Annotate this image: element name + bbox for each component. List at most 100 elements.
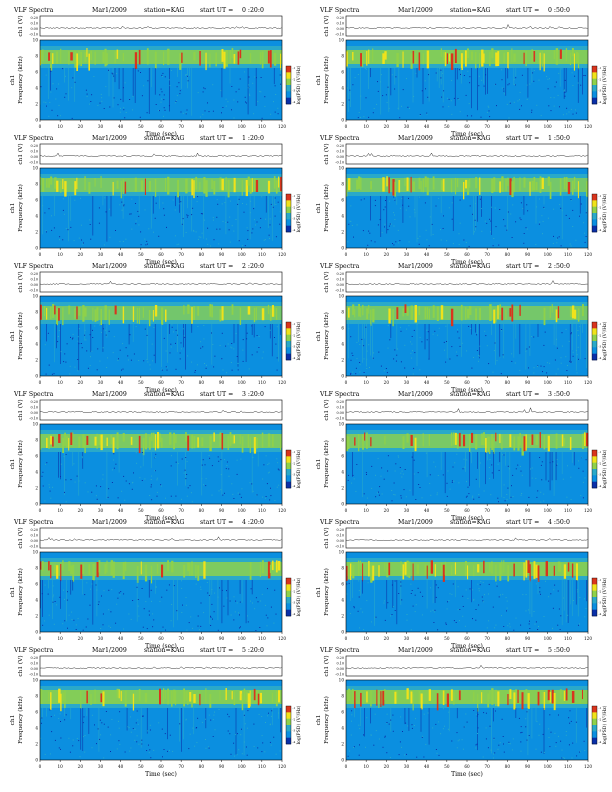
heatmap-cell bbox=[255, 307, 257, 321]
heatmap-cell bbox=[243, 741, 245, 743]
heatmap-cell bbox=[442, 72, 443, 74]
heatmap-cell bbox=[221, 433, 224, 450]
heatmap-cell bbox=[390, 324, 392, 339]
heatmap-cell bbox=[353, 236, 354, 238]
heatmap-cell bbox=[255, 597, 257, 599]
heatmap-cell bbox=[444, 725, 445, 727]
time-tick-label: 40 bbox=[424, 508, 430, 513]
heatmap-cell bbox=[62, 179, 64, 190]
heatmap-cell bbox=[381, 493, 383, 495]
heatmap-cell bbox=[236, 459, 238, 461]
heatmap-cell bbox=[202, 346, 204, 348]
heatmap-cell bbox=[249, 212, 251, 214]
heatmap-cell bbox=[78, 343, 80, 345]
heatmap-cell bbox=[249, 53, 252, 64]
heatmap-cell bbox=[106, 324, 108, 338]
heatmap-cell bbox=[181, 708, 182, 752]
heatmap-cell bbox=[457, 586, 459, 588]
heatmap-cell bbox=[141, 743, 143, 745]
heatmap-cell bbox=[198, 236, 200, 238]
heatmap-cell bbox=[53, 227, 55, 229]
heatmap-cell bbox=[552, 243, 554, 244]
panel-title: VLF Spectra Mar1/2009 station=KAG start UT … bbox=[319, 519, 570, 526]
freq-tick-label: 8 bbox=[35, 566, 38, 571]
heatmap-cell bbox=[111, 469, 113, 471]
time-tick-label: 40 bbox=[424, 124, 430, 129]
heatmap-cell bbox=[140, 561, 142, 575]
amplitude-frame bbox=[39, 655, 283, 677]
heatmap-cell bbox=[49, 490, 51, 492]
heatmap-cell bbox=[521, 437, 524, 456]
heatmap-cell bbox=[467, 70, 469, 72]
colorbar-tick-label: -1 bbox=[293, 322, 296, 326]
heatmap-cell bbox=[186, 629, 188, 631]
heatmap-cell bbox=[557, 590, 559, 592]
heatmap-cell bbox=[261, 51, 264, 69]
heatmap-cell bbox=[76, 738, 78, 739]
colorbar-segment bbox=[286, 603, 291, 610]
heatmap-cell bbox=[279, 74, 281, 76]
heatmap-cell bbox=[165, 177, 166, 192]
heatmap-cell bbox=[539, 52, 541, 71]
time-tick-label: 90 bbox=[525, 252, 531, 257]
heatmap-cell bbox=[159, 688, 161, 705]
heatmap-cell bbox=[557, 368, 559, 370]
heatmap-cell bbox=[116, 688, 119, 698]
heatmap-cell bbox=[519, 217, 521, 219]
time-tick-label: 110 bbox=[564, 636, 572, 641]
heatmap-cell bbox=[480, 581, 482, 583]
heatmap-cell bbox=[163, 214, 165, 216]
colorbar-segment bbox=[592, 481, 597, 489]
heatmap-cell bbox=[269, 218, 271, 220]
heatmap-cell bbox=[487, 747, 489, 749]
heatmap-cell bbox=[425, 743, 427, 745]
freq-axis-channel: ch1 bbox=[10, 331, 16, 342]
heatmap-cell bbox=[471, 51, 473, 61]
heatmap-cell bbox=[370, 196, 371, 221]
heatmap-cell bbox=[60, 181, 62, 193]
colorbar-segment bbox=[286, 353, 291, 361]
heatmap-cell bbox=[563, 564, 567, 579]
heatmap-cell bbox=[491, 561, 493, 574]
heatmap-cell bbox=[410, 341, 411, 343]
time-tick-label: 110 bbox=[258, 380, 266, 385]
heatmap-cell bbox=[511, 181, 514, 198]
heatmap-cell bbox=[409, 107, 411, 109]
heatmap-cell bbox=[543, 307, 546, 326]
heatmap-cell bbox=[205, 485, 207, 487]
heatmap-cell bbox=[347, 479, 349, 481]
heatmap-cell bbox=[59, 115, 61, 117]
heatmap-cell bbox=[469, 588, 471, 590]
time-tick-label: 120 bbox=[584, 380, 592, 385]
heatmap-cell bbox=[154, 434, 156, 451]
heatmap-cell bbox=[397, 348, 399, 350]
heatmap-cell bbox=[448, 711, 450, 713]
heatmap-cell bbox=[535, 434, 539, 446]
colorbar-segment bbox=[592, 353, 597, 361]
heatmap-cell bbox=[380, 81, 381, 83]
freq-tick-label: 2 bbox=[35, 230, 38, 235]
heatmap-cell bbox=[523, 562, 525, 581]
freq-tick-label: 2 bbox=[35, 486, 38, 491]
heatmap-cell bbox=[262, 742, 264, 744]
panel-title: VLF Spectra Mar1/2009 station=KAG start UT … bbox=[319, 7, 570, 14]
heatmap-cell bbox=[390, 68, 392, 96]
heatmap-cell bbox=[383, 370, 385, 372]
heatmap-cell bbox=[45, 102, 47, 104]
heatmap-cell bbox=[466, 350, 468, 352]
heatmap-cell bbox=[542, 733, 544, 735]
heatmap-cell bbox=[71, 117, 73, 119]
heatmap-cell bbox=[160, 101, 162, 103]
heatmap-cell bbox=[68, 614, 70, 616]
heatmap-cell bbox=[459, 69, 460, 71]
heatmap-cell bbox=[519, 91, 521, 93]
colorbar-segment bbox=[286, 91, 291, 98]
heatmap-cell bbox=[347, 241, 349, 243]
freq-tick-label: 6 bbox=[35, 326, 38, 331]
heatmap-cell bbox=[128, 727, 130, 729]
heatmap-cell bbox=[175, 100, 177, 102]
heatmap-cell bbox=[414, 611, 416, 613]
heatmap-cell bbox=[376, 689, 378, 706]
heatmap-cell bbox=[552, 607, 554, 609]
heatmap-cell bbox=[95, 485, 97, 487]
